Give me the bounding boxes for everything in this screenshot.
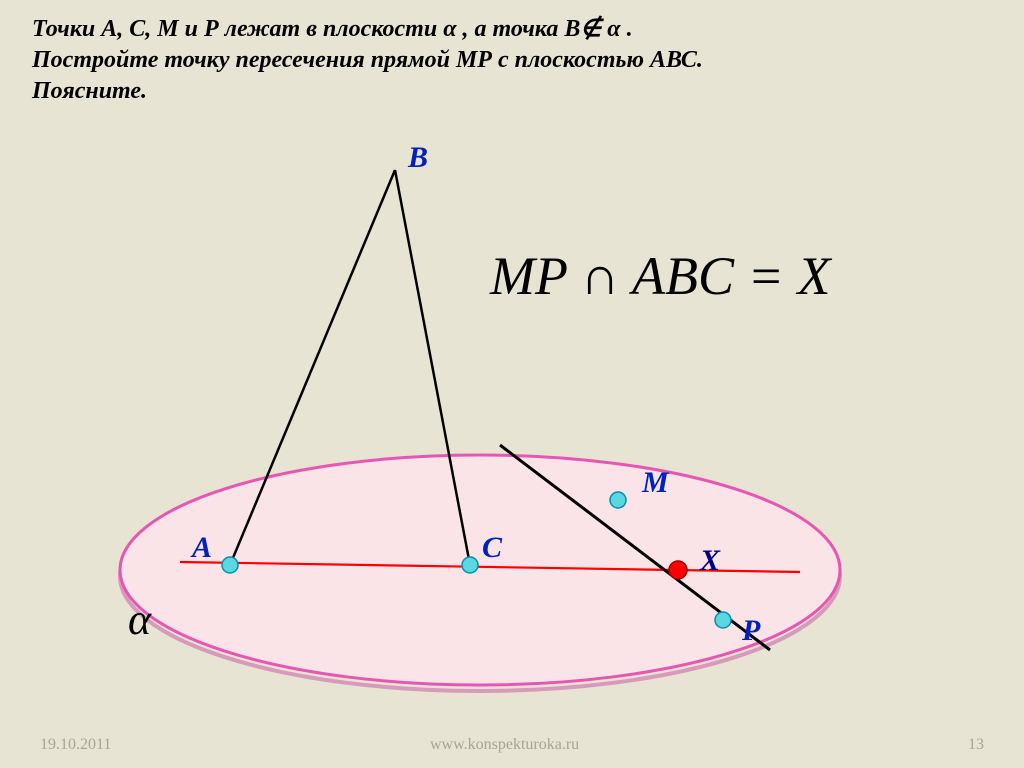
label-p: Р — [742, 614, 760, 648]
plane-alpha-label: α — [128, 594, 151, 645]
geometry-diagram — [0, 0, 1024, 768]
label-m: М — [642, 466, 669, 500]
label-x: X — [700, 544, 720, 578]
label-c: С — [482, 531, 502, 565]
point-m — [610, 492, 626, 508]
footer-url: www.konspekturoka.ru — [430, 736, 579, 754]
point-p — [715, 612, 731, 628]
label-b: В — [408, 141, 428, 175]
point-c — [462, 557, 478, 573]
label-a: А — [192, 531, 212, 565]
point-x — [669, 561, 687, 579]
point-a — [222, 557, 238, 573]
footer-page: 13 — [968, 736, 984, 754]
footer-date: 19.10.2011 — [40, 736, 111, 754]
slide: Точки А, С, М и Р лежат в плоскости α , … — [0, 0, 1024, 768]
